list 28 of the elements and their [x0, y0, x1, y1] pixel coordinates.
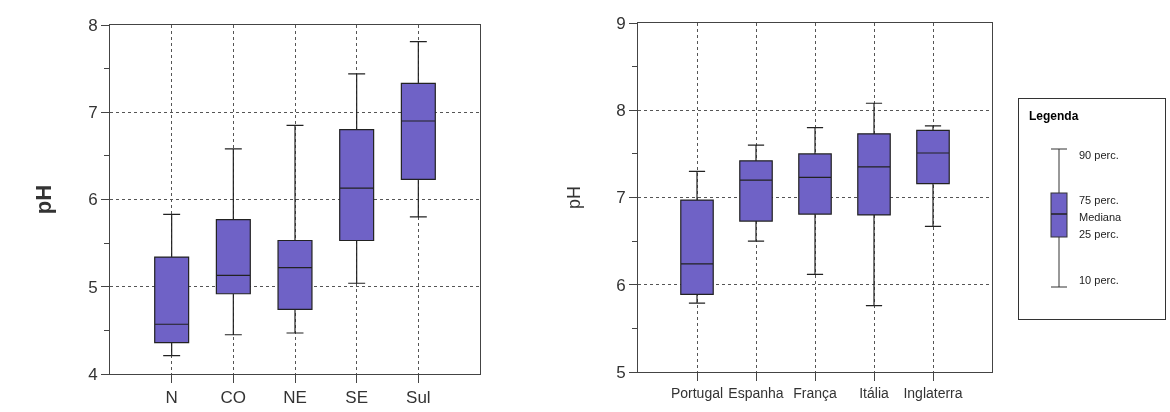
x-tick-label: NE [283, 388, 307, 408]
text: 75 perc. [1079, 194, 1119, 206]
x-tick-label: N [165, 388, 178, 408]
y-tick-label: 8 [616, 101, 626, 121]
y-tick-label: 9 [616, 13, 626, 33]
y-tick-label: 6 [616, 275, 626, 295]
x-tick-label: CO [220, 388, 247, 408]
y-axis-title: pH [30, 184, 56, 215]
y-tick-label: 5 [616, 362, 626, 382]
y-tick-label: 5 [88, 277, 98, 297]
text: Legenda [1029, 109, 1079, 123]
text: 25 perc. [1079, 228, 1119, 240]
x-tick-label: Sul [406, 388, 431, 408]
y-tick-label: 6 [88, 190, 98, 210]
y-tick-label: 8 [88, 15, 98, 35]
x-tick-label: Inglaterra [903, 384, 963, 401]
y-tick-label: 7 [616, 188, 626, 208]
x-tick-label: França [793, 384, 837, 401]
x-tick-label: Espanha [728, 384, 784, 401]
x-tick-label: Portugal [670, 384, 724, 401]
x-tick-label: Itália [859, 384, 889, 401]
text: Mediana [1079, 211, 1122, 223]
text: 90 perc. [1079, 149, 1119, 161]
y-tick-label: 7 [88, 103, 98, 123]
y-axis-title: pH [564, 185, 585, 210]
text: 10 perc. [1079, 274, 1119, 286]
x-tick-label: SE [345, 388, 369, 408]
y-tick-label: 4 [88, 364, 98, 384]
